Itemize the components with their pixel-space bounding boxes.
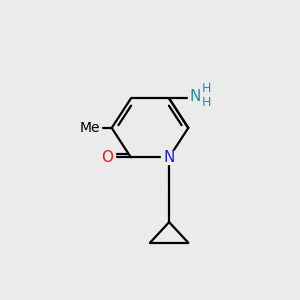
Bar [99, 151, 116, 164]
Bar [79, 122, 101, 134]
Text: Me: Me [80, 121, 100, 135]
Text: O: O [101, 150, 113, 165]
Bar [161, 151, 177, 164]
Text: H: H [201, 82, 211, 95]
Text: N: N [164, 150, 175, 165]
Text: N: N [189, 89, 200, 104]
Bar [188, 91, 202, 103]
Text: H: H [201, 96, 211, 109]
